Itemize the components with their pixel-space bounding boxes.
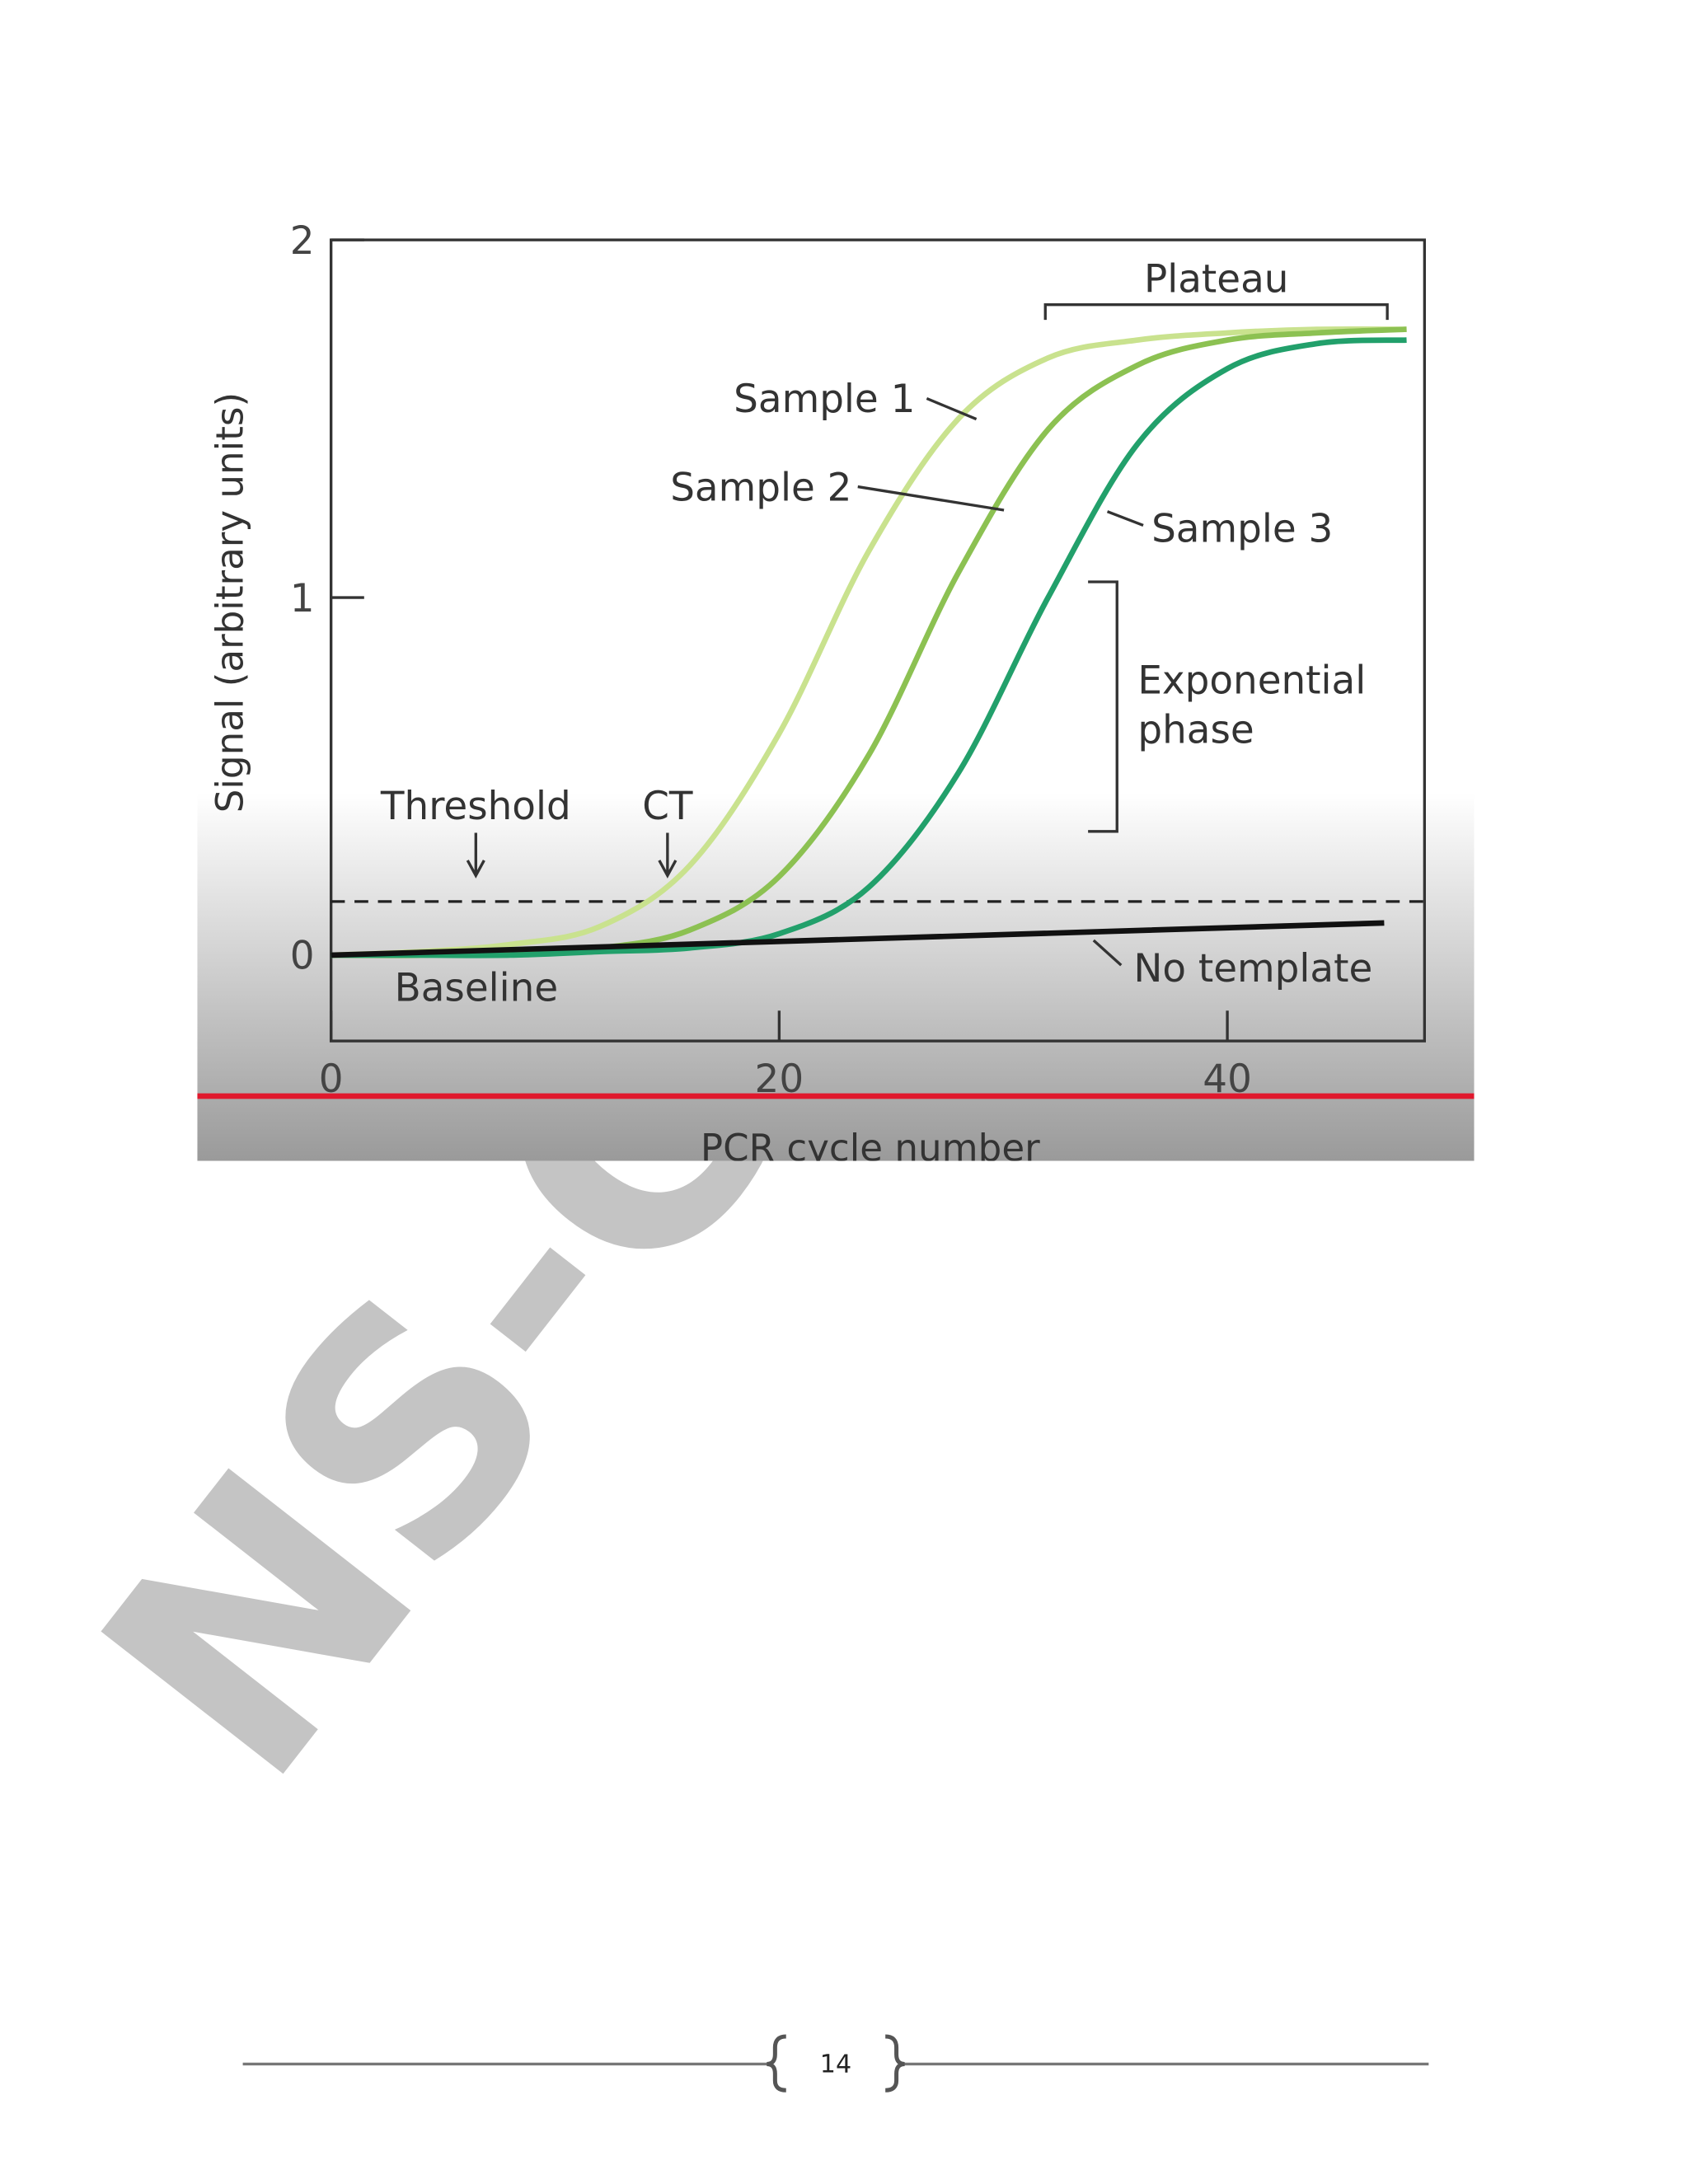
- series-line: [331, 920, 1385, 958]
- plot-frame: [329, 238, 1426, 1043]
- series-line: [331, 337, 1407, 958]
- page-number-brackets: [767, 2034, 905, 2093]
- ct-label: CT: [642, 785, 693, 829]
- leader: [926, 396, 978, 421]
- y-tick-label: 0: [290, 935, 315, 979]
- arrows: [466, 832, 678, 879]
- series-label: No template: [1133, 947, 1372, 991]
- exponential-label: Exponential: [1137, 659, 1366, 704]
- leader: [857, 485, 1005, 512]
- y-axis-label: Signal (arbitrary units): [209, 392, 252, 813]
- y-tick-label: 1: [290, 577, 315, 621]
- y-tick-label: 2: [290, 219, 315, 264]
- image-shade: [197, 792, 1475, 1161]
- series-label: Sample 3: [1151, 507, 1333, 551]
- leader: [1106, 510, 1144, 527]
- plateau-bracket: [1043, 303, 1389, 321]
- baseline-label: Baseline: [395, 967, 559, 1011]
- exponential-label: phase: [1137, 709, 1254, 753]
- exponential-bracket: [1088, 580, 1118, 833]
- plateau-label: Plateau: [1144, 258, 1289, 302]
- series-label: Sample 1: [734, 377, 915, 422]
- x-axis-label: PCR cycle number: [701, 1127, 1040, 1170]
- series-label: Sample 2: [670, 466, 851, 510]
- threshold-label: Threshold: [380, 785, 571, 829]
- leader: [1092, 939, 1123, 967]
- series-line: [331, 326, 1407, 958]
- page-number: 14: [820, 2050, 851, 2079]
